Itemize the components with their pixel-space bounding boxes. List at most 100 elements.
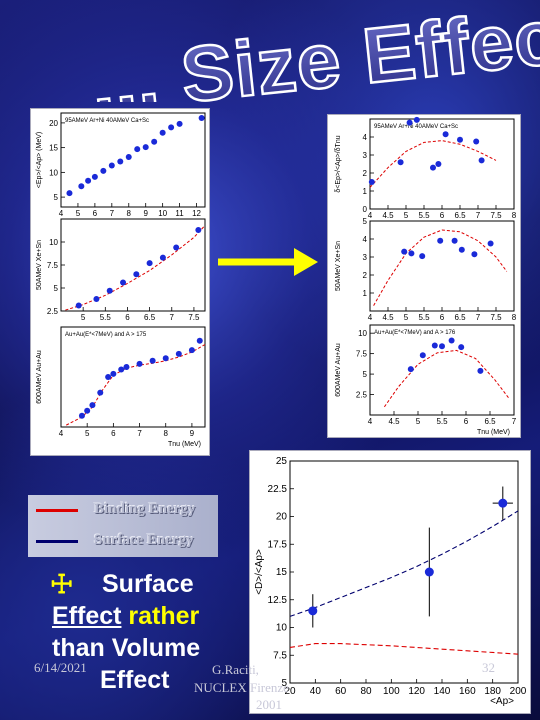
legend-blue-line — [36, 540, 78, 543]
right-bottom-ytick-label: 5 — [363, 370, 368, 379]
left-bottom-data-point — [89, 402, 96, 409]
right-top-ylabel: δ<Ep>/<Ap>/δTnu — [335, 135, 342, 192]
right-middle-ytick-label: 4 — [363, 235, 368, 244]
bottom-ytick-label: 5 — [281, 678, 287, 689]
right-bottom-data-point — [477, 367, 484, 374]
left-middle-ytick-label: 5 — [54, 284, 59, 293]
bottom-ytick-label: 15 — [276, 567, 288, 578]
right-middle-xtick-label: 8 — [512, 313, 517, 322]
left-top-ytick-label: 20 — [49, 119, 58, 128]
right-middle-data-point — [401, 248, 408, 255]
left-bottom-data-point — [105, 374, 112, 380]
legend-surface: Surface Energy — [28, 528, 218, 556]
right-top-data-point — [435, 161, 442, 167]
left-top-xtick-label: 5 — [76, 209, 81, 218]
left-bottom-data-point — [84, 407, 91, 414]
bottom-data-point — [498, 498, 508, 508]
left-bottom-xtick-label: 4 — [59, 429, 64, 438]
left-bottom-data-point — [110, 370, 117, 377]
bottom-plot-panel: 20 40 60 80 100 120 140 160 180 200 5 7.5 10 12.5 15 17… — [249, 450, 531, 714]
left-top-data-point — [198, 114, 205, 121]
left-top-xtick-label: 9 — [143, 209, 148, 218]
left-top-xtick-label: 4 — [59, 209, 64, 218]
bottom-xtick-label: 180 — [484, 686, 501, 697]
left-bottom-data-point — [136, 360, 143, 367]
right-bottom-xtick-label: 6.5 — [484, 417, 496, 426]
left-middle-data-point — [146, 260, 153, 267]
left-top-ylabel: <Ep>/<Ap> (MeV) — [36, 132, 43, 188]
left-plot-panel: 4 5 6 7 8 9 10 11 12 5 10 15 20 <Ep>/<Ap> (MeV) 95AMeV… — [30, 108, 210, 456]
right-middle-data-point — [451, 237, 458, 244]
left-top-data-point — [159, 129, 166, 136]
right-top-xtick-label: 4 — [368, 211, 373, 220]
left-top-data-point — [142, 144, 149, 151]
right-top-inset-label: 95AMeV Ar+Ni 40AMeV Ca+Sc — [374, 124, 458, 130]
left-bottom-data-point — [188, 347, 195, 354]
left-middle-data-point — [106, 287, 113, 294]
bottom-surface-energy-line — [289, 510, 519, 617]
right-top-xtick-label: 6.5 — [454, 211, 466, 220]
right-bottom-data-point — [419, 352, 426, 359]
right-middle-ytick-label: 2 — [363, 271, 368, 280]
bullet-rather: rather — [128, 602, 200, 630]
legend-red-line — [36, 509, 78, 512]
right-bottom-xtick-label: 6 — [464, 417, 469, 426]
bottom-xtick-label: 80 — [360, 686, 372, 697]
bullet-text: ☩ Surface Effect rather than Volume Effe… — [50, 568, 252, 696]
left-bottom-ylabel: 600AMeV Au+Au — [36, 350, 43, 404]
right-top-xtick-label: 7.5 — [490, 211, 502, 220]
left-middle-data-point — [120, 279, 127, 286]
bottom-data-point — [308, 606, 318, 616]
right-top-xtick-label: 4.5 — [382, 211, 394, 220]
right-middle-ylabel: 50AMeV Xe+Sn — [335, 241, 342, 291]
bullet-line1: Surface — [102, 570, 194, 598]
left-bottom-frame — [60, 326, 206, 428]
legend-box: Binding Energy Surface Energy — [28, 495, 218, 557]
legend-binding-label: Binding Energy — [94, 501, 196, 517]
legend-surface-label: Surface Energy — [94, 532, 194, 548]
right-top-data-point — [457, 136, 463, 143]
footer-date: 6/14/2021 — [34, 660, 87, 675]
right-bottom-xtick-label: 4.5 — [388, 417, 400, 426]
right-middle-xtick-label: 7.5 — [490, 313, 502, 322]
right-top-ytick-label: 2 — [363, 169, 368, 178]
left-top-data-point — [176, 120, 183, 127]
left-middle-data-point — [159, 254, 166, 261]
left-top-data-point — [78, 183, 85, 190]
right-plots: 4 4.5 5 5.5 6 6.5 7 7.5 8 0 1 2 3 4 δ<Ep>/<Ap>/δTnu 95A… — [335, 116, 517, 436]
left-middle-data-point — [93, 296, 100, 303]
right-middle-xtick-label: 4.5 — [382, 313, 394, 322]
right-top-data-point — [478, 157, 485, 164]
left-top-data-point — [125, 154, 132, 161]
right-middle-xtick-label: 6.5 — [454, 313, 466, 322]
left-top-data-point — [108, 162, 115, 169]
left-top-ytick-label: 10 — [49, 168, 58, 177]
right-bottom-data-point — [431, 342, 438, 349]
left-top-ytick-label: 15 — [49, 144, 58, 153]
right-middle-xtick-label: 4 — [368, 313, 373, 322]
right-top-data-point — [442, 131, 449, 138]
left-bottom-data-point — [78, 412, 85, 419]
right-middle-ytick-label: 3 — [363, 253, 368, 262]
left-middle-fit-curve — [65, 225, 206, 311]
right-bottom-inset-label: Au+Au(E*<7MeV) and A > 176 — [374, 330, 456, 336]
left-top-xtick-label: 8 — [127, 209, 132, 218]
left-top-xtick-label: 7 — [110, 209, 115, 218]
bottom-ytick-label: 22.5 — [268, 484, 288, 495]
bottom-xtick-label: 60 — [335, 686, 347, 697]
right-top-xtick-label: 6 — [440, 211, 445, 220]
right-top-data-point — [397, 159, 404, 166]
right-top-xtick-label: 5 — [404, 211, 409, 220]
footer-page: 32 — [482, 660, 495, 675]
right-bottom-xtick-label: 5 — [416, 417, 421, 426]
left-middle-xtick-label: 5.5 — [100, 313, 112, 322]
arrow-icon — [218, 248, 318, 276]
bottom-xtick-label: 100 — [383, 686, 400, 697]
right-top-data-point — [413, 116, 420, 123]
left-bottom-xtick-label: 8 — [164, 429, 169, 438]
right-bottom-data-point — [448, 337, 455, 344]
right-middle-fit-curve — [373, 229, 508, 306]
left-middle-ytick-label: 2.5 — [47, 307, 59, 316]
right-top-ytick-label: 0 — [363, 205, 368, 214]
bullet-symbol-icon: ☩ — [50, 569, 74, 599]
